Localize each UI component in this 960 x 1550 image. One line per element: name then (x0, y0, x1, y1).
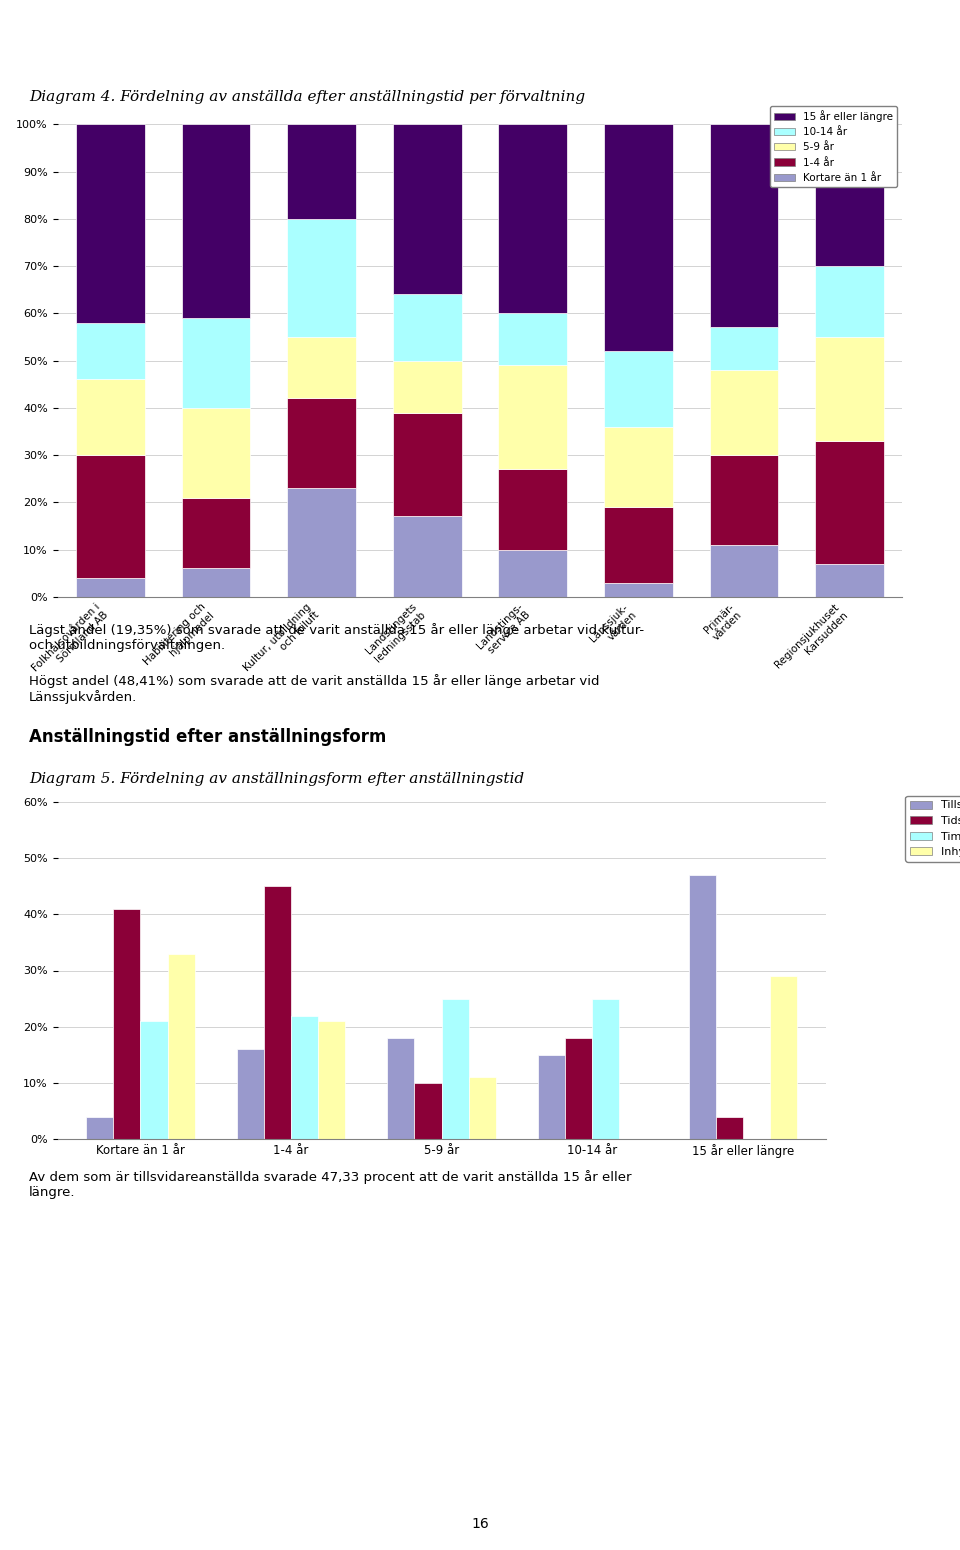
Bar (388, 1038, 415, 1139)
Text: 16: 16 (471, 1517, 489, 1531)
Bar (113, 908, 140, 1139)
Bar (709, 124, 779, 327)
Bar (415, 1083, 442, 1139)
Legend: 15 år eller längre, 10-14 år, 5-9 år, 1-4 år, Kortare än 1 år: 15 år eller längre, 10-14 år, 5-9 år, 1-… (770, 105, 898, 188)
Bar (168, 953, 195, 1139)
Bar (76, 456, 145, 578)
Bar (393, 361, 462, 412)
Bar (498, 470, 567, 550)
Bar (592, 998, 619, 1139)
Bar (181, 124, 251, 318)
Bar (498, 550, 567, 597)
Text: Av dem som är tillsvidareanställda svarade 47,33 procent att de varit anställda : Av dem som är tillsvidareanställda svara… (29, 1170, 632, 1200)
Bar (604, 583, 673, 597)
Bar (468, 1077, 495, 1139)
Bar (287, 488, 356, 597)
Bar (291, 1015, 318, 1139)
Bar (709, 456, 779, 544)
Bar (688, 874, 715, 1139)
Bar (393, 412, 462, 516)
Bar (709, 370, 779, 456)
Bar (140, 1021, 168, 1139)
Bar (393, 516, 462, 597)
Bar (287, 219, 356, 336)
Bar (604, 426, 673, 507)
Bar (604, 124, 673, 352)
Bar (86, 1116, 113, 1139)
Bar (498, 313, 567, 366)
Bar (815, 267, 884, 336)
Bar (181, 569, 251, 597)
Bar (565, 1038, 592, 1139)
Text: Anställningstid efter anställningsform: Anställningstid efter anställningsform (29, 728, 386, 747)
Bar (815, 336, 884, 440)
Bar (237, 1049, 264, 1139)
Bar (264, 887, 291, 1139)
Bar (815, 564, 884, 597)
Text: Högst andel (48,41%) som svarade att de varit anställda 15 år eller länge arbeta: Högst andel (48,41%) som svarade att de … (29, 674, 599, 704)
Text: Diagram 5. Fördelning av anställningsform efter anställningstid: Diagram 5. Fördelning av anställningsfor… (29, 772, 524, 786)
Bar (815, 124, 884, 267)
Bar (181, 498, 251, 569)
Bar (442, 998, 468, 1139)
Bar (287, 398, 356, 488)
Bar (318, 1021, 346, 1139)
Bar (770, 976, 797, 1139)
Bar (393, 294, 462, 361)
Bar (76, 380, 145, 456)
Bar (287, 336, 356, 398)
Bar (498, 124, 567, 313)
Bar (604, 352, 673, 426)
Bar (538, 1056, 565, 1139)
Text: Lägst andel (19,35%) som svarade att de varit anställda 15 år eller länge arbeta: Lägst andel (19,35%) som svarade att de … (29, 623, 644, 653)
Bar (287, 124, 356, 219)
Bar (181, 408, 251, 498)
Bar (181, 318, 251, 408)
Bar (709, 327, 779, 370)
Bar (815, 440, 884, 564)
Text: Diagram 4. Fördelning av anställda efter anställningstid per förvaltning: Diagram 4. Fördelning av anställda efter… (29, 90, 585, 104)
Bar (498, 366, 567, 470)
Bar (76, 124, 145, 322)
Bar (604, 507, 673, 583)
Bar (715, 1116, 743, 1139)
Bar (709, 544, 779, 597)
Bar (393, 124, 462, 294)
Bar (76, 578, 145, 597)
Legend: Tillsvidare, Tidsbegränsad, Timanställning, Inhyrd mm: Tillsvidare, Tidsbegränsad, Timanställni… (905, 797, 960, 862)
Bar (76, 322, 145, 380)
